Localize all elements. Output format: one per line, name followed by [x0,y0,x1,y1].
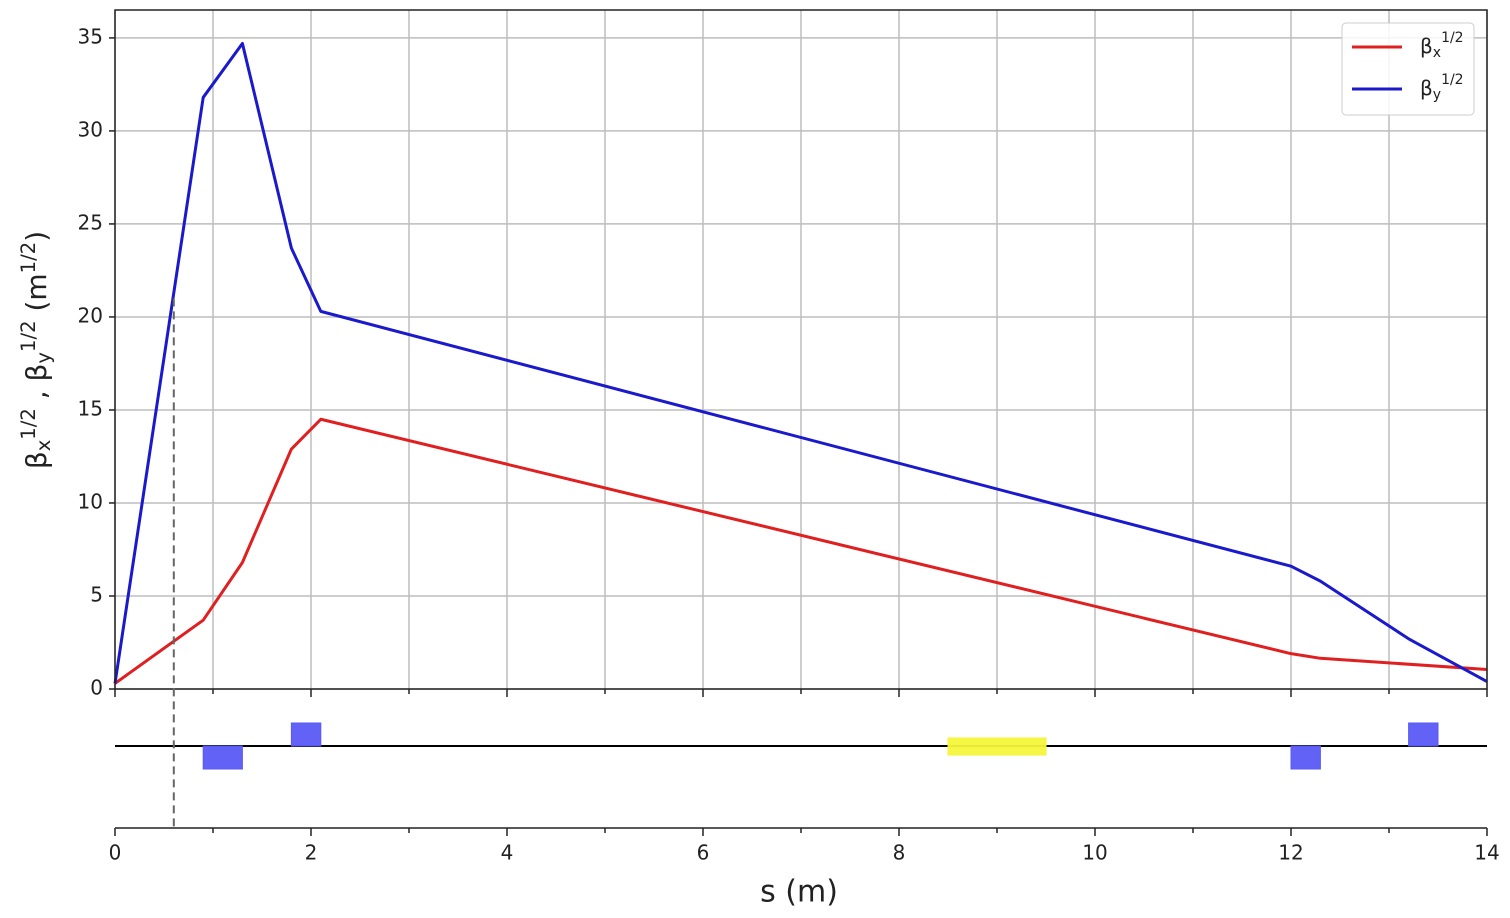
y-tick-label: 15 [78,396,103,420]
beamline-element [947,737,1047,756]
y-tick-label: 25 [78,210,103,234]
beamline-element [1408,722,1439,747]
legend-label: βy1/2 [1420,72,1464,103]
data-line [114,417,1488,685]
x-tick-label: 10 [1082,841,1107,865]
beamline-element [1290,745,1321,770]
y-tick-label: 30 [78,117,103,141]
y-tick-label: 35 [78,24,103,48]
beamline-element [290,722,322,747]
y-tick-label: 0 [90,676,103,700]
y-tick-label: 20 [78,303,103,327]
beamline-element [202,745,243,770]
x-tick-label: 4 [501,841,514,865]
x-tick-label: 12 [1278,841,1303,865]
x-tick-label: 14 [1474,841,1499,865]
x-axis-label: s (m) [760,875,838,910]
plot-frame [114,9,1488,690]
x-tick-label: 6 [697,841,710,865]
x-tick-label: 0 [109,841,122,865]
x-tick-label: 2 [305,841,318,865]
x-tick-label: 8 [893,841,906,865]
y-tick-label: 10 [78,489,103,513]
data-line [113,41,1488,684]
y-tick-label: 5 [90,582,103,606]
y-axis-label: βx1/2 , βy1/2 (m1/2) [17,231,55,469]
legend-label: βx1/2 [1420,30,1464,61]
